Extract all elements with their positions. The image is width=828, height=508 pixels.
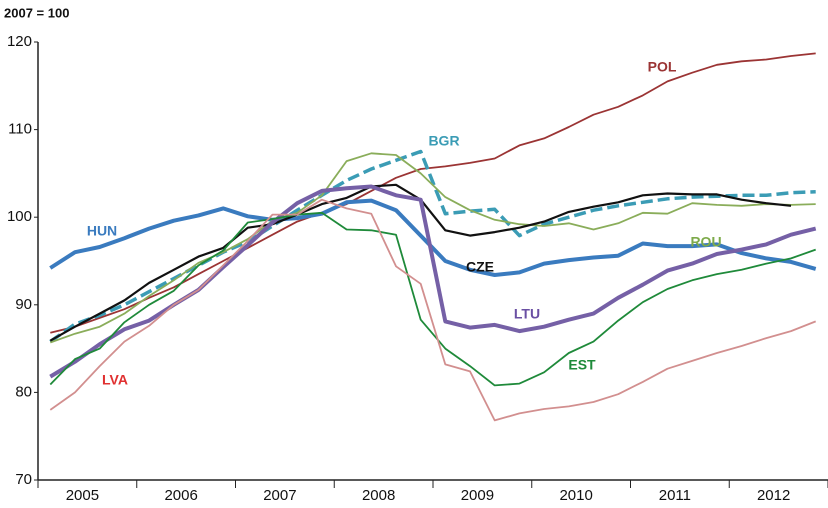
y-tick-label: 90 [15, 296, 32, 313]
series-label: EST [568, 357, 596, 373]
series-label: LVA [102, 372, 128, 388]
series-label: ROU [690, 234, 721, 250]
y-tick-label: 110 [8, 121, 32, 138]
x-tick-label: 2012 [757, 487, 790, 504]
x-tick-label: 2007 [263, 487, 296, 504]
series-line [49, 211, 817, 387]
y-tick-label: 80 [15, 383, 32, 400]
series-line [49, 198, 817, 422]
series-line [49, 198, 817, 277]
series-label: POL [648, 59, 677, 75]
x-tick-label: 2010 [559, 487, 592, 504]
y-tick-label: 70 [15, 471, 32, 488]
series-label: LTU [514, 306, 540, 322]
x-tick-label: 2005 [66, 487, 99, 504]
x-tick-label: 2011 [659, 487, 691, 504]
x-tick-label: 2008 [362, 487, 395, 504]
x-tick-label: 2009 [461, 487, 494, 504]
series-line [50, 52, 816, 334]
y-tick-label: 120 [7, 33, 32, 50]
series-label: HUN [87, 223, 117, 239]
y-tick-label: 100 [7, 208, 32, 225]
series-label: CZE [466, 259, 494, 275]
y-axis-label: 2007 = 100 [4, 5, 69, 20]
series-label: BGR [428, 133, 459, 149]
series-line [49, 152, 816, 344]
x-tick-label: 2006 [164, 487, 197, 504]
